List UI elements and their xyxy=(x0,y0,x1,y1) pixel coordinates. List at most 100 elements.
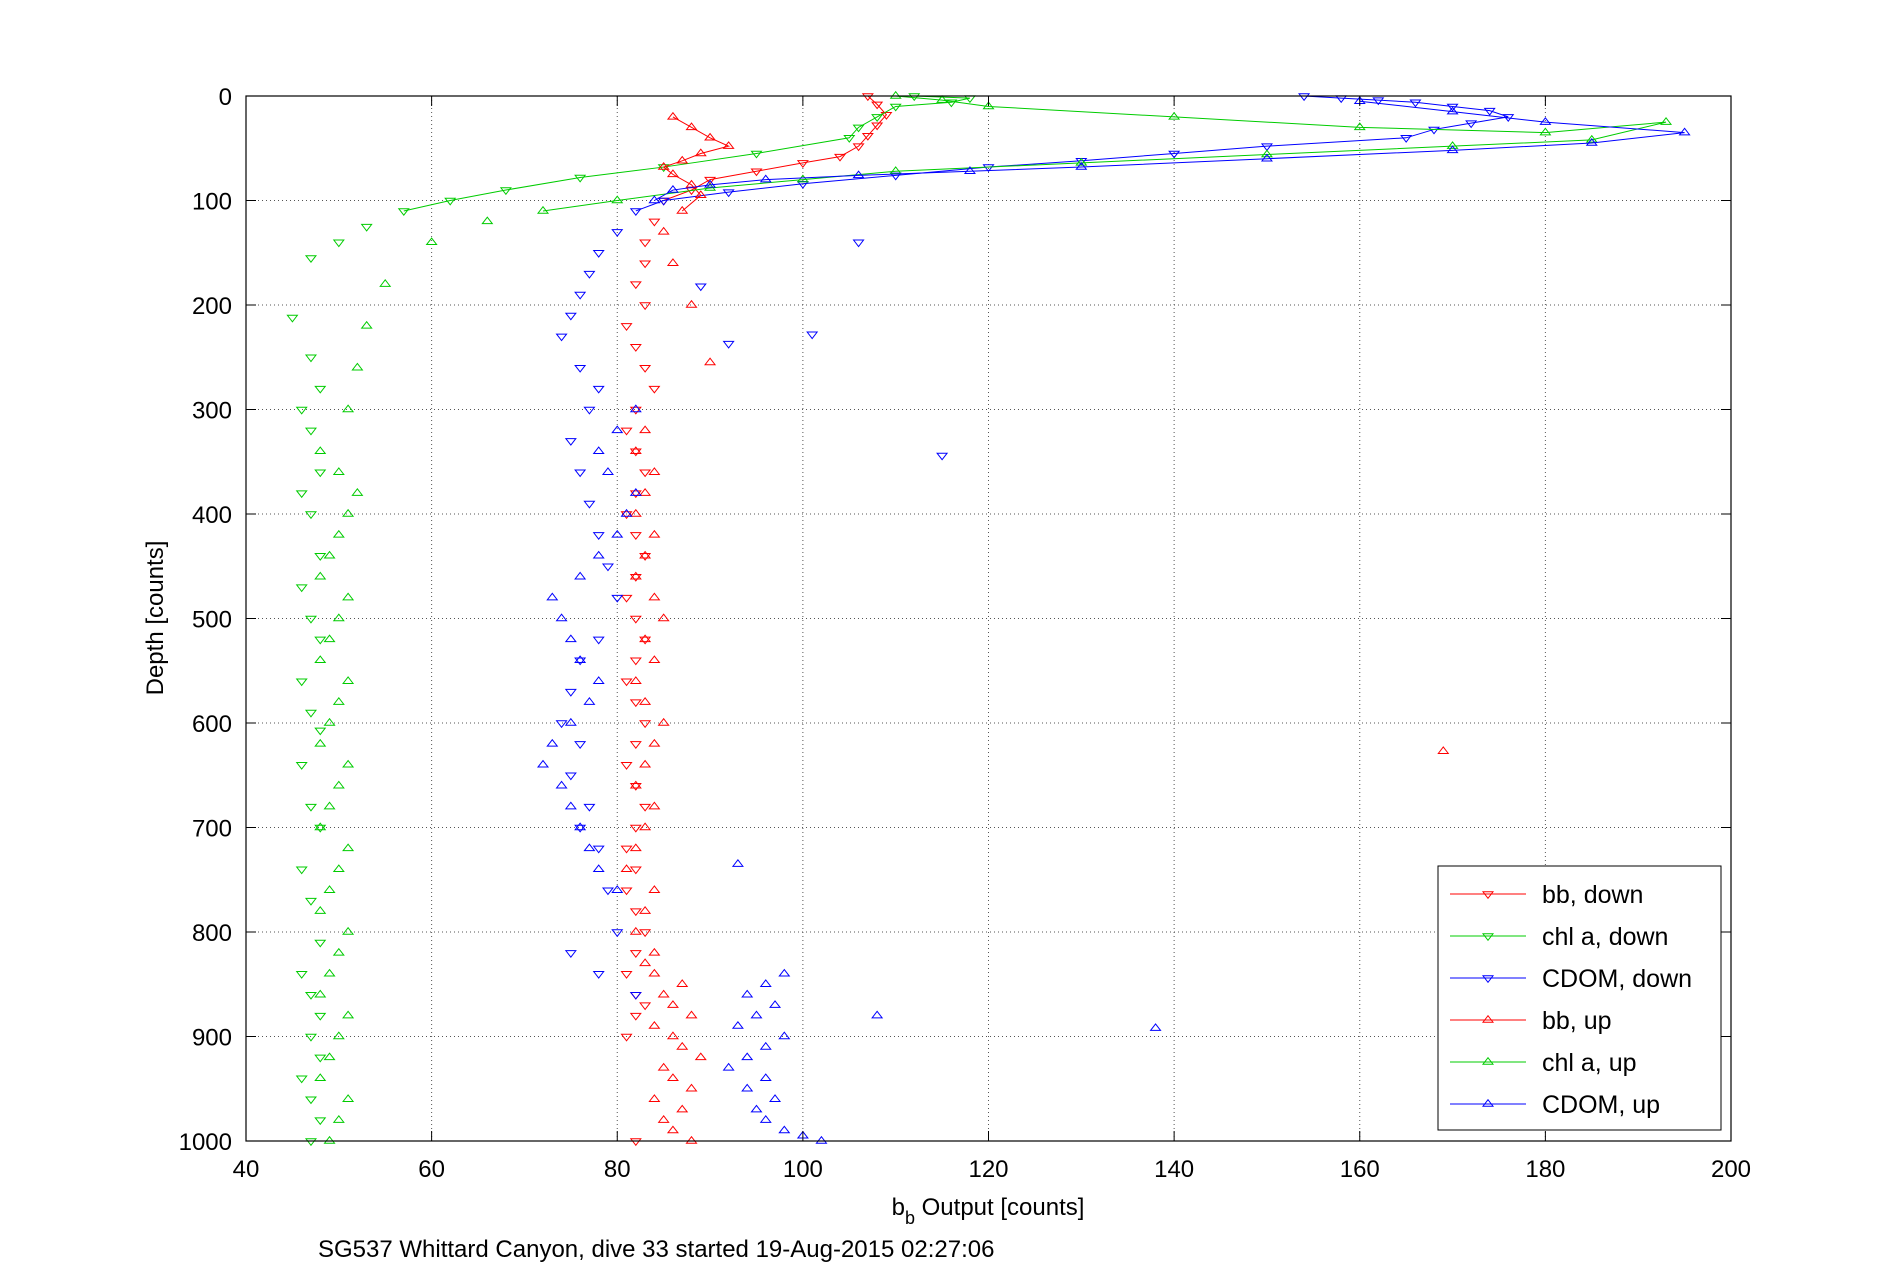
data-point xyxy=(648,467,661,475)
legend-entry-label: chl a, up xyxy=(1542,1049,1637,1077)
data-point xyxy=(295,866,308,875)
data-point xyxy=(360,223,373,232)
data-point xyxy=(323,1135,336,1144)
data-point xyxy=(304,354,317,363)
data-point xyxy=(1446,141,1459,149)
data-point xyxy=(555,780,568,789)
x-tick-label: 120 xyxy=(968,1156,1008,1183)
data-point xyxy=(750,1104,763,1113)
data-point xyxy=(657,226,670,235)
data-point xyxy=(666,169,679,178)
series-5 xyxy=(314,90,1673,1144)
data-point xyxy=(332,1031,345,1040)
data-point xyxy=(499,187,512,196)
data-point xyxy=(629,281,642,290)
data-point xyxy=(574,174,587,183)
data-point xyxy=(629,448,642,457)
data-point xyxy=(657,1062,670,1071)
data-point xyxy=(648,218,661,227)
data-point xyxy=(564,688,577,697)
data-point xyxy=(759,1041,772,1050)
data-point xyxy=(889,90,902,99)
data-point xyxy=(314,822,327,831)
data-point xyxy=(861,132,874,141)
data-point xyxy=(778,1031,791,1040)
data-point xyxy=(666,258,679,266)
y-axis-label: Depth [counts] xyxy=(142,541,169,696)
x-tick-label: 60 xyxy=(418,1156,445,1183)
data-point xyxy=(639,803,652,812)
data-point xyxy=(639,239,652,248)
data-point xyxy=(332,529,345,538)
data-point xyxy=(592,636,605,645)
data-point xyxy=(620,887,633,896)
data-point xyxy=(592,250,605,258)
data-point xyxy=(555,613,568,622)
data-point xyxy=(648,195,661,204)
y-tick-label: 0 xyxy=(219,84,232,111)
data-point xyxy=(629,866,642,875)
data-point xyxy=(731,859,744,867)
ticks: 40 60 80 100 120 140 160 180 200 0 100 200 300 400 500… xyxy=(179,84,1751,1183)
data-point xyxy=(574,469,587,478)
data-point xyxy=(592,550,605,559)
data-point xyxy=(963,166,976,174)
data-point xyxy=(769,1000,782,1008)
data-point xyxy=(564,950,577,958)
data-point xyxy=(314,738,327,747)
data-point xyxy=(1678,127,1691,136)
data-point xyxy=(592,676,605,684)
data-point xyxy=(639,958,652,967)
data-point xyxy=(574,655,587,664)
data-point xyxy=(1585,137,1598,146)
y-tick-label: 600 xyxy=(192,711,232,738)
data-point xyxy=(648,947,661,956)
data-point xyxy=(1168,111,1181,120)
data-point xyxy=(796,174,809,183)
data-point xyxy=(592,446,605,455)
data-point xyxy=(676,205,689,214)
data-point xyxy=(1260,149,1273,158)
data-point xyxy=(444,197,457,206)
data-point xyxy=(1409,99,1422,108)
data-point xyxy=(536,205,550,214)
data-point xyxy=(574,824,587,833)
x-tick-label: 140 xyxy=(1154,1156,1194,1183)
data-point xyxy=(657,1115,670,1123)
data-point xyxy=(629,741,642,749)
data-point xyxy=(629,780,642,789)
data-point xyxy=(1483,107,1496,116)
data-point xyxy=(629,404,642,413)
series-line xyxy=(662,116,731,212)
data-point xyxy=(629,657,642,666)
data-point xyxy=(639,488,652,496)
series-line xyxy=(635,95,1509,212)
data-point xyxy=(546,738,559,747)
data-point xyxy=(704,176,717,185)
data-point xyxy=(852,124,865,133)
data-point xyxy=(657,197,670,206)
data-point xyxy=(295,762,308,770)
y-tick-label: 500 xyxy=(192,607,232,634)
data-point xyxy=(880,112,893,120)
data-point xyxy=(657,613,670,622)
data-point xyxy=(750,150,763,159)
y-tick-label: 200 xyxy=(192,293,232,320)
data-point xyxy=(648,885,661,893)
data-point xyxy=(583,803,596,812)
data-point xyxy=(1298,93,1311,102)
data-point xyxy=(629,490,642,499)
data-point xyxy=(620,508,633,517)
data-point xyxy=(657,989,670,998)
data-point xyxy=(611,229,624,237)
data-point xyxy=(936,95,949,103)
data-point xyxy=(342,1094,355,1102)
data-point xyxy=(769,1094,782,1102)
data-point xyxy=(323,634,336,643)
data-point xyxy=(564,801,577,810)
data-point xyxy=(314,1012,327,1021)
data-point xyxy=(397,208,410,217)
data-point xyxy=(425,237,438,246)
data-point xyxy=(323,968,336,977)
data-point xyxy=(629,926,642,935)
